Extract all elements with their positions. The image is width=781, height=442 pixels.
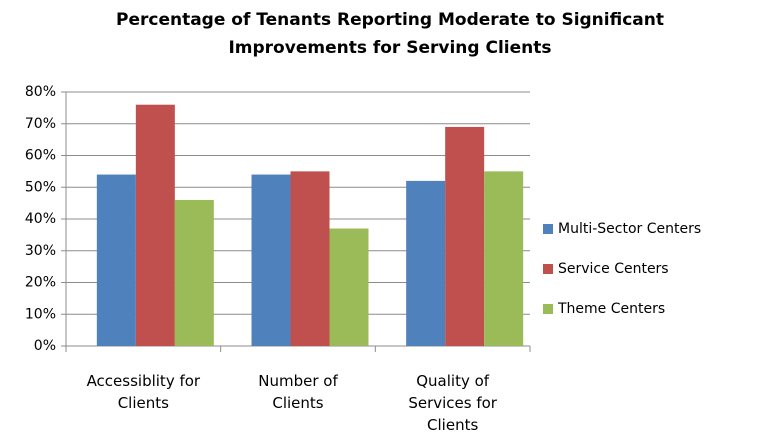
- bar: [406, 180, 446, 346]
- y-tick-label: 80%: [25, 84, 56, 100]
- chart-title: Percentage of Tenants Reporting Moderate…: [116, 10, 664, 58]
- y-tick-label: 10%: [25, 306, 56, 322]
- x-tick-label: Quality of Services for Clients: [408, 372, 497, 434]
- bar: [135, 104, 175, 346]
- legend-swatch: [543, 224, 553, 234]
- y-tick-label: 30%: [25, 243, 56, 259]
- y-tick-label: 70%: [25, 116, 56, 132]
- x-tick-label: Accessiblity for Clients: [86, 372, 201, 412]
- y-tick-label: 40%: [25, 211, 56, 227]
- y-tick-label: 20%: [25, 275, 56, 291]
- legend-label: Theme Centers: [557, 301, 665, 317]
- x-tick-label: Number of Clients: [258, 372, 338, 412]
- bar: [174, 199, 214, 346]
- legend-label: Service Centers: [558, 261, 669, 277]
- legend-swatch: [543, 304, 553, 314]
- bar: [290, 171, 330, 346]
- bar: [445, 126, 485, 346]
- legend-swatch: [543, 264, 553, 274]
- bar: [96, 174, 136, 346]
- bar: [251, 174, 291, 346]
- y-tick-label: 0%: [34, 338, 56, 354]
- y-tick-label: 50%: [25, 179, 56, 195]
- y-tick-label: 60%: [25, 148, 56, 164]
- bar: [329, 228, 369, 346]
- bar: [484, 171, 524, 346]
- legend-label: Multi-Sector Centers: [558, 221, 701, 237]
